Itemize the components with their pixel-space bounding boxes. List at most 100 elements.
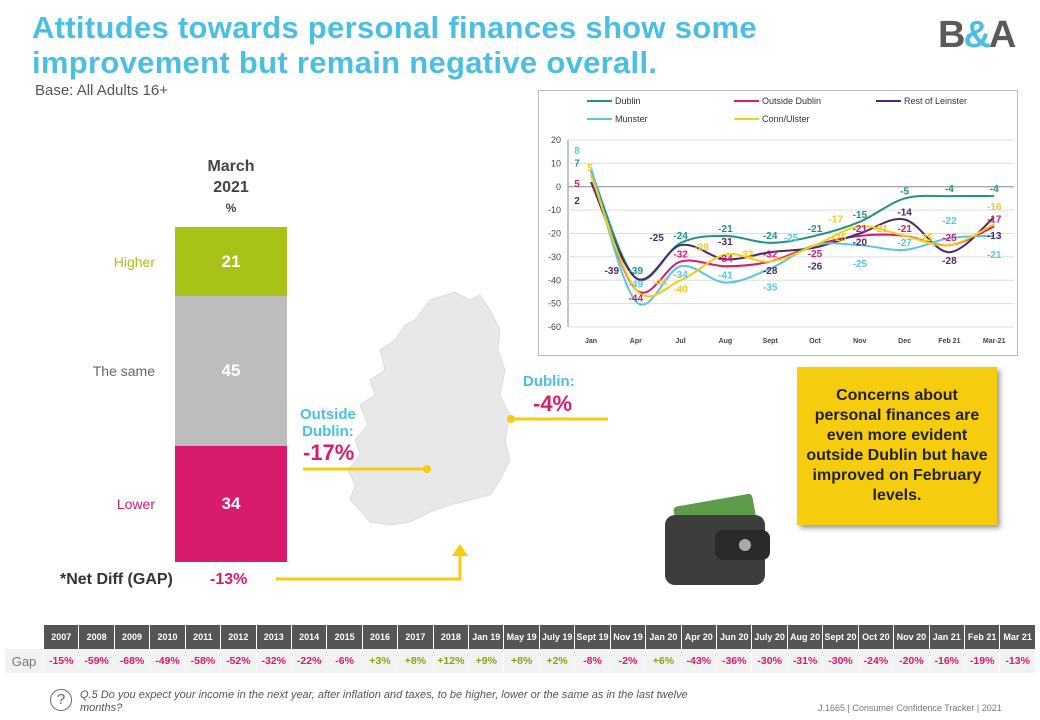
- data-label: 5: [574, 179, 580, 190]
- gap-cell: +8%: [398, 649, 433, 673]
- gap-cell: -15%: [44, 649, 79, 673]
- column-year: 2021: [213, 179, 249, 196]
- line-chart: 20 10 0 -10 -20 -30 -40 -50 -60 Jan Apr Jul Aug Sept O…: [538, 90, 1018, 356]
- segment-label: The same: [92, 363, 155, 379]
- dublin-label: Dublin:: [523, 373, 575, 390]
- table-header: Jan 19: [469, 625, 504, 649]
- data-label: -25: [918, 233, 933, 244]
- table-header: 2011: [185, 625, 221, 649]
- data-label: 8: [574, 146, 580, 157]
- outside-dublin-label: Outside Dublin:: [300, 406, 356, 440]
- table-header: 2015: [327, 625, 362, 649]
- legend-label: Dublin: [615, 96, 641, 106]
- data-label: -28: [942, 256, 957, 267]
- data-label: -5: [900, 186, 909, 197]
- data-label: -25: [832, 233, 847, 244]
- page-title: Attitudes towards personal finances show…: [32, 10, 757, 80]
- data-label: -25: [808, 249, 823, 260]
- gap-cell: -13%: [1000, 649, 1035, 673]
- gap-cell: -31%: [787, 649, 823, 673]
- legend-label: Conn/Ulster: [762, 114, 810, 124]
- x-tick-label: Sept: [763, 338, 779, 345]
- gap-cell: -16%: [929, 649, 964, 673]
- gap-cell: +2%: [539, 649, 575, 673]
- series-line-rest-of-leinster: [590, 181, 995, 281]
- x-tick-label: Jul: [676, 338, 686, 345]
- data-label: -26: [808, 262, 823, 273]
- callout-box: Concerns about personal finances are eve…: [797, 367, 997, 525]
- table-header: Feb 21: [964, 625, 1000, 649]
- data-label: -28: [763, 266, 778, 277]
- bar-segment-lower: 34: [175, 446, 287, 562]
- table-header: 2013: [256, 625, 291, 649]
- data-label: -16: [987, 202, 1002, 213]
- x-tick-label: Aug: [719, 338, 733, 345]
- blank-header: [5, 625, 43, 649]
- data-label: -27: [897, 238, 912, 249]
- data-label: -40: [673, 284, 688, 295]
- arrow-icon: [276, 552, 462, 581]
- data-label: -32: [739, 250, 754, 261]
- data-label: -4: [990, 184, 999, 195]
- gap-cell: -30%: [752, 649, 787, 673]
- gap-cell: -22%: [291, 649, 327, 673]
- dublin-value: -4%: [533, 391, 573, 416]
- gap-cell: +8%: [504, 649, 539, 673]
- y-tick-label: 0: [556, 182, 561, 192]
- y-tick-label: -30: [548, 252, 561, 262]
- logo-amp: &: [963, 14, 990, 56]
- data-label: -17: [829, 214, 844, 225]
- data-label: -31: [718, 237, 733, 248]
- data-label: -25: [784, 233, 799, 244]
- gap-cell: -24%: [858, 649, 894, 673]
- y-tick-label: 10: [551, 158, 561, 168]
- data-label: -44: [629, 294, 644, 305]
- table-header: Aug 20: [787, 625, 823, 649]
- table-header: May 19: [504, 625, 539, 649]
- gap-cell: -8%: [575, 649, 610, 673]
- data-label: -25: [649, 233, 664, 244]
- data-label: -21: [808, 224, 823, 235]
- wallet-icon: [665, 493, 770, 585]
- table-header: 2017: [398, 625, 433, 649]
- x-tick-label: Nov: [853, 338, 866, 345]
- x-tick-label: Jan: [585, 338, 597, 345]
- data-label: -17: [987, 214, 1002, 225]
- data-label: -34: [718, 254, 733, 265]
- table-header: Sept 19: [575, 625, 610, 649]
- table-header: Oct 20: [858, 625, 894, 649]
- gap-cell: -20%: [894, 649, 929, 673]
- question-text: Q.5 Do you expect your income in the nex…: [80, 689, 688, 714]
- y-tick-label: 20: [551, 135, 561, 145]
- series-line-conn-ulster: [590, 174, 995, 298]
- logo-a: A: [988, 14, 1016, 56]
- x-tick-label: Mar-21: [983, 338, 1006, 345]
- data-label: -49: [629, 279, 644, 290]
- table-header: Jun 20: [717, 625, 752, 649]
- y-tick-label: -60: [548, 322, 561, 332]
- question-icon: ?: [50, 689, 72, 711]
- data-label: -25: [853, 259, 868, 270]
- footer: J.1665 | Consumer Confidence Tracker | 2…: [818, 703, 1002, 713]
- column-header: March 2021%: [175, 156, 287, 219]
- data-label: -21: [873, 224, 888, 235]
- logo-b: B: [938, 14, 965, 56]
- data-label: -25: [942, 233, 957, 244]
- gap-cell: -32%: [256, 649, 291, 673]
- bar-segment-the-same: 45: [175, 296, 287, 446]
- data-label: -32: [673, 250, 688, 261]
- data-label: -22: [942, 216, 957, 227]
- data-label: 7: [574, 158, 580, 169]
- x-tick-label: Apr: [630, 338, 642, 345]
- table-header: 2012: [221, 625, 256, 649]
- table-header: 2007: [44, 625, 79, 649]
- data-label: -24: [763, 231, 778, 242]
- table-header: July 19: [539, 625, 575, 649]
- outside-label-line1: Outside: [300, 406, 356, 423]
- line-chart-svg: 20 10 0 -10 -20 -30 -40 -50 -60 Jan Apr Jul Aug Sept O…: [548, 96, 1014, 345]
- data-label: -14: [897, 207, 912, 218]
- table-header: 2014: [291, 625, 327, 649]
- gap-cell: -30%: [823, 649, 858, 673]
- column-month: March: [207, 158, 255, 175]
- outside-dublin-dot: [423, 465, 431, 473]
